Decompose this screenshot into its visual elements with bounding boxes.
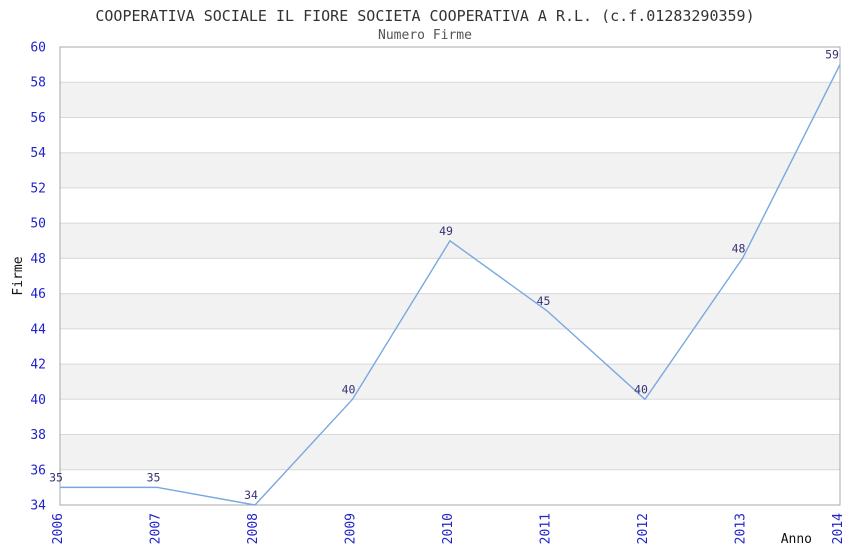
- y-tick-label: 58: [30, 76, 46, 91]
- plot-band: [60, 293, 840, 329]
- plot-border: [59, 46, 841, 506]
- data-point-label: 34: [244, 488, 258, 502]
- chart-subtitle: Numero Firme: [378, 28, 472, 43]
- y-tick-label: 36: [30, 463, 46, 478]
- y-tick-label: 48: [30, 252, 46, 267]
- y-tick-label: 60: [30, 41, 46, 56]
- x-tick-label: 2006: [51, 513, 66, 544]
- x-tick-label: 2012: [636, 513, 651, 544]
- y-tick-label: 38: [30, 428, 46, 443]
- data-point-label: 48: [732, 241, 746, 255]
- y-tick-label: 42: [30, 358, 46, 373]
- x-tick-label: 2008: [246, 513, 261, 544]
- plot-band: [60, 364, 840, 400]
- y-tick-label: 50: [30, 217, 46, 232]
- plot-band: [60, 152, 840, 188]
- x-tick-label: 2010: [441, 513, 456, 544]
- y-tick-label: 56: [30, 111, 46, 126]
- y-axis-title: Firme: [11, 256, 26, 295]
- y-tick-label: 46: [30, 287, 46, 302]
- plot-band: [60, 82, 840, 118]
- y-tick-label: 34: [30, 499, 46, 514]
- y-tick-label: 40: [30, 393, 46, 408]
- data-point-label: 35: [147, 470, 161, 484]
- x-tick-label: 2011: [539, 513, 554, 544]
- x-axis-title: Anno: [781, 532, 812, 547]
- chart-title: COOPERATIVA SOCIALE IL FIORE SOCIETA COO…: [95, 7, 755, 25]
- data-point-label: 59: [825, 48, 839, 62]
- series-line: [60, 64, 841, 506]
- x-tick-label: 2009: [344, 513, 359, 544]
- x-tick-label: 2013: [734, 513, 749, 544]
- data-point-label: 40: [342, 382, 356, 396]
- data-point-label: 45: [537, 294, 551, 308]
- data-point-label: 49: [439, 224, 453, 238]
- data-point-label: 40: [634, 382, 648, 396]
- y-tick-label: 54: [30, 146, 46, 161]
- plot-band: [60, 434, 840, 470]
- y-tick-label: 52: [30, 181, 46, 196]
- data-point-label: 35: [49, 470, 63, 484]
- x-tick-label: 2007: [149, 513, 164, 544]
- x-tick-label: 2014: [831, 513, 846, 544]
- y-tick-label: 44: [30, 322, 46, 337]
